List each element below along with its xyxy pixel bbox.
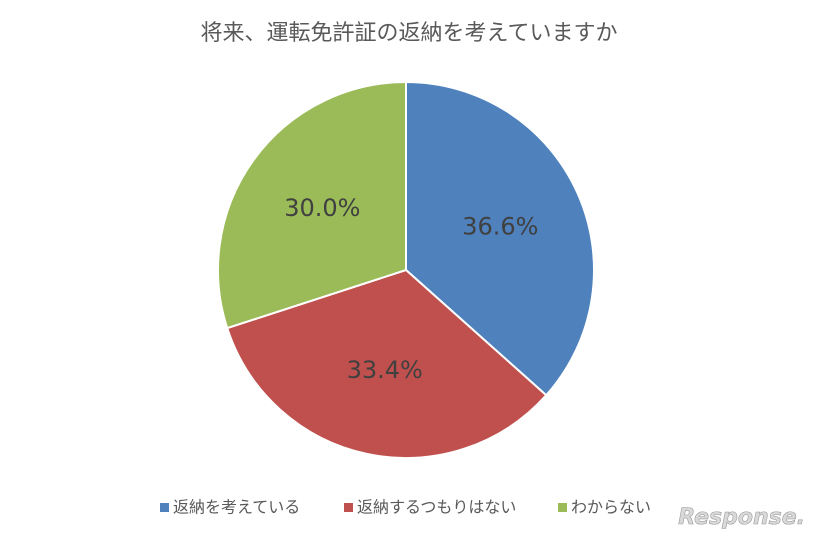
legend-marker (344, 503, 353, 512)
legend-label: 返納するつもりはない (357, 498, 516, 517)
chart-title: 将来、運転免許証の返納を考えていますか (201, 21, 618, 46)
watermark: Response. (678, 505, 805, 530)
data-label: 30.0% (284, 194, 360, 222)
pie-slice (225, 268, 548, 459)
pie-slice (217, 80, 407, 330)
data-label: 33.4% (347, 356, 423, 384)
legend-label: わからない (571, 498, 651, 517)
legend-label: 返納を考えている (173, 498, 300, 517)
pie-slice (405, 80, 595, 397)
data-label: 36.6% (462, 213, 538, 241)
legend-marker (558, 503, 567, 512)
legend-marker (160, 503, 169, 512)
